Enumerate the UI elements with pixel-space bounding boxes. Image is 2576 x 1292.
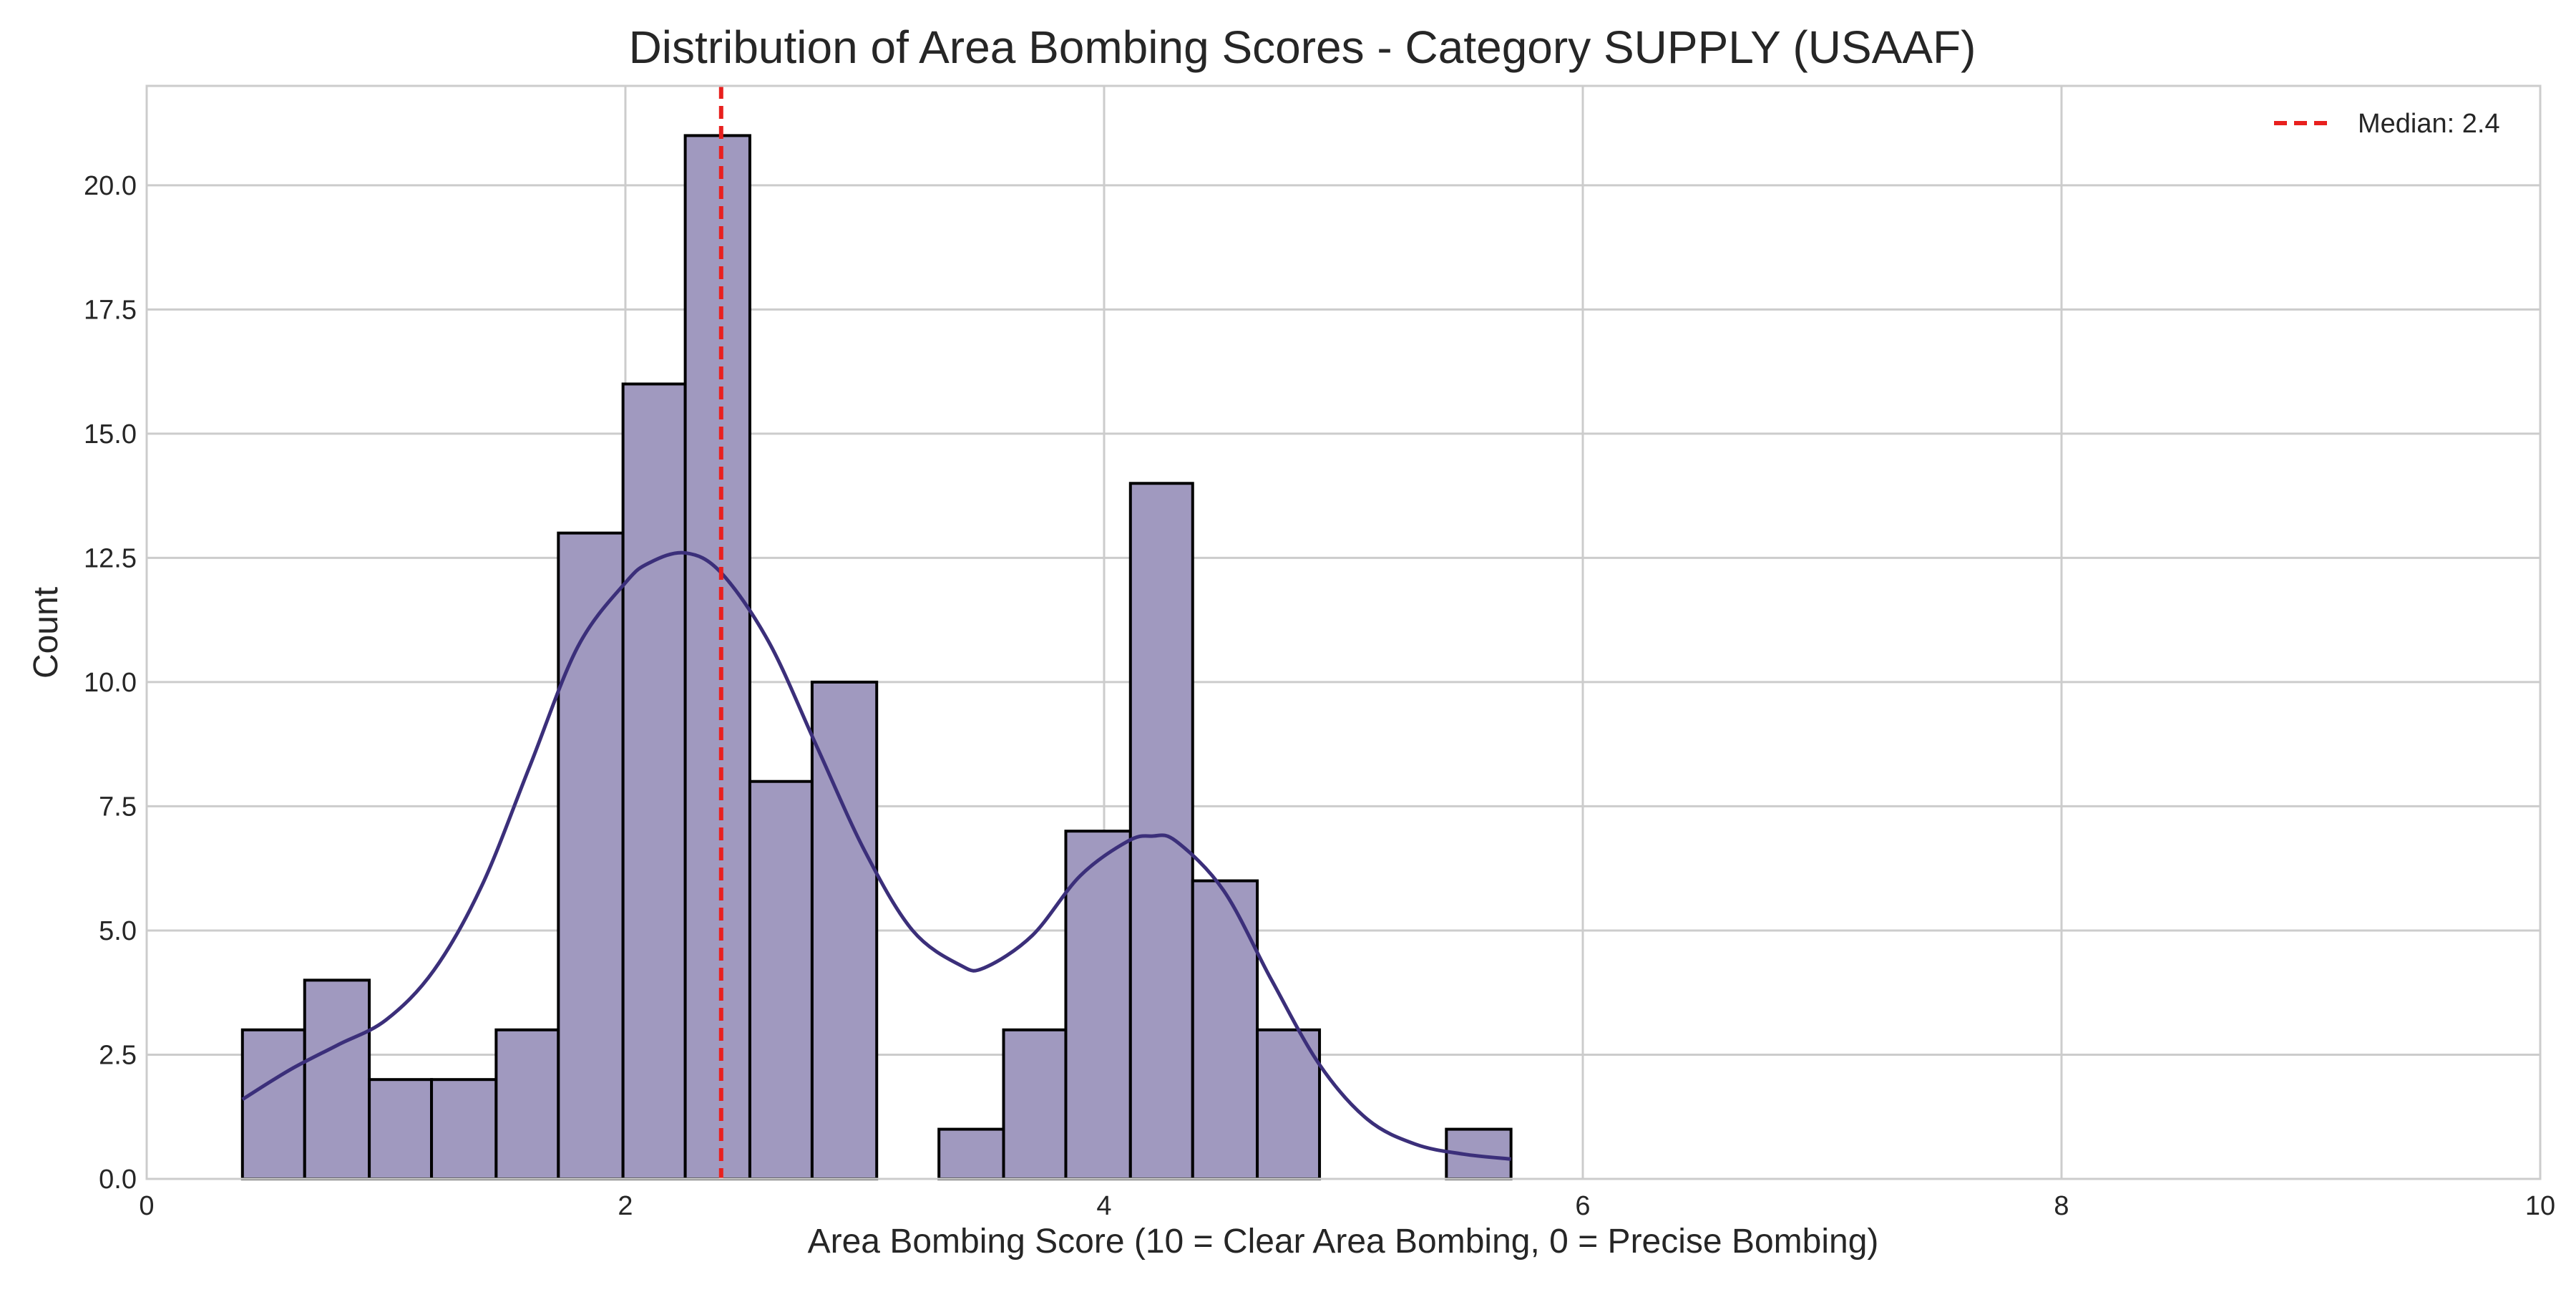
kde-layer	[241, 550, 1511, 1161]
kde-curve	[241, 550, 1511, 1161]
histogram-bar	[240, 1028, 306, 1180]
histogram-bar	[621, 382, 687, 1180]
x-tick-label: 2	[618, 1191, 633, 1221]
histogram-bar	[810, 680, 879, 1180]
histogram-bar	[937, 1127, 1005, 1181]
histogram-bar	[748, 779, 814, 1180]
grid-layer	[147, 86, 2540, 1179]
y-axis-label: Count	[27, 587, 65, 679]
histogram-bar	[303, 978, 371, 1180]
plot-frame	[145, 84, 2542, 1180]
histogram-bar	[368, 1078, 434, 1180]
y-tick-label: 15.0	[84, 419, 137, 450]
x-ticks: 0 2 4 6 8 10	[139, 1191, 2555, 1221]
bars-layer	[240, 134, 1513, 1181]
y-tick-label: 12.5	[84, 543, 137, 573]
x-tick-label: 6	[1575, 1191, 1590, 1221]
y-tick-label: 20.0	[84, 171, 137, 201]
histogram-bar	[683, 134, 751, 1181]
histogram-bar	[1064, 830, 1132, 1180]
x-tick-label: 0	[139, 1191, 154, 1221]
x-tick-label: 8	[2054, 1191, 2069, 1221]
chart-title: Distribution of Area Bombing Scores - Ca…	[629, 21, 1976, 73]
x-tick-label: 4	[1096, 1191, 1111, 1221]
histogram-bar	[557, 531, 625, 1180]
y-tick-label: 5.0	[99, 916, 137, 946]
legend-median-label: Median: 2.4	[2358, 109, 2500, 139]
y-tick-label: 7.5	[99, 792, 137, 822]
y-tick-label: 10.0	[84, 668, 137, 698]
y-tick-label: 17.5	[84, 295, 137, 325]
x-tick-label: 10	[2525, 1191, 2555, 1221]
y-ticks: 0.0 2.5 5.0 7.5 10.0 12.5 15.0 17.5 20.0	[84, 171, 137, 1195]
y-tick-label: 2.5	[99, 1040, 137, 1070]
legend: Median: 2.4	[2274, 109, 2500, 139]
histogram-bar	[430, 1078, 498, 1180]
histogram-bar	[494, 1028, 560, 1180]
x-axis-label: Area Bombing Score (10 = Clear Area Bomb…	[808, 1223, 1879, 1261]
histogram-bar	[1128, 482, 1194, 1180]
y-tick-label: 0.0	[99, 1165, 137, 1195]
histogram-bar	[1191, 879, 1259, 1180]
histogram-bar	[1002, 1028, 1068, 1180]
